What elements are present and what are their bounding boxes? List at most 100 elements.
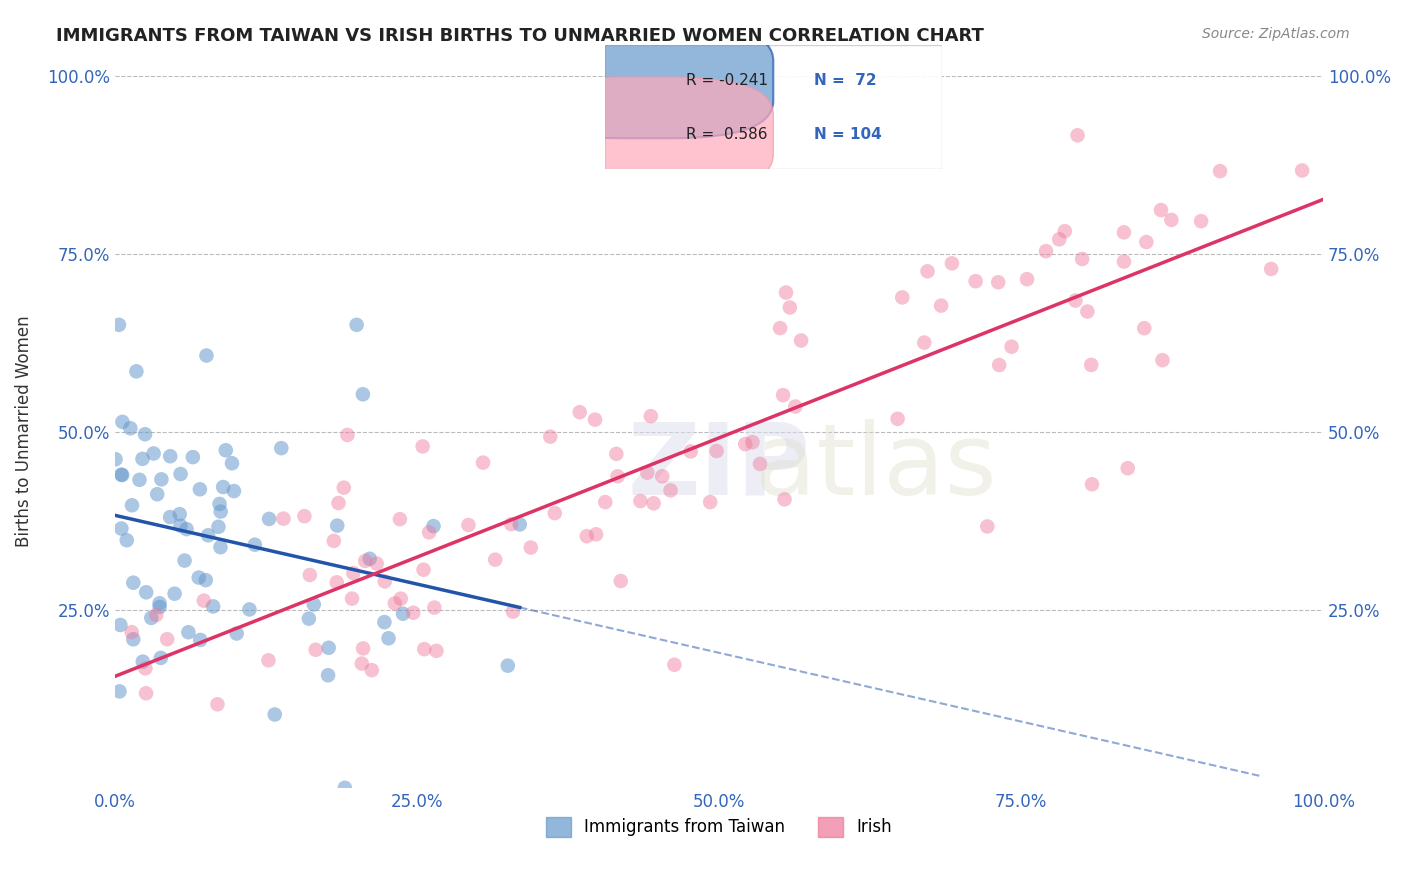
- Point: [209, 540, 232, 554]
- Point: [188, 483, 211, 497]
- Point: [1071, 252, 1094, 266]
- Point: [125, 364, 148, 378]
- FancyBboxPatch shape: [605, 45, 942, 169]
- Point: [699, 495, 721, 509]
- Point: [509, 517, 531, 532]
- Point: [575, 529, 598, 543]
- Point: [333, 780, 356, 795]
- Y-axis label: Births to Unmarried Women: Births to Unmarried Women: [15, 316, 32, 548]
- Point: [222, 484, 245, 499]
- Point: [1189, 214, 1212, 228]
- Point: [886, 412, 908, 426]
- Point: [305, 642, 328, 657]
- Point: [1135, 235, 1157, 249]
- Point: [187, 570, 209, 584]
- Text: IMMIGRANTS FROM TAIWAN VS IRISH BIRTHS TO UNMARRIED WOMEN CORRELATION CHART: IMMIGRANTS FROM TAIWAN VS IRISH BIRTHS T…: [56, 27, 984, 45]
- Point: [316, 668, 339, 682]
- Point: [156, 632, 179, 647]
- Point: [294, 509, 316, 524]
- Text: N = 104: N = 104: [814, 127, 882, 142]
- Point: [340, 591, 363, 606]
- Point: [273, 511, 295, 525]
- Point: [342, 566, 364, 581]
- Point: [418, 525, 440, 540]
- Point: [207, 698, 229, 712]
- Point: [328, 496, 350, 510]
- Point: [225, 626, 247, 640]
- Point: [628, 494, 651, 508]
- Point: [912, 335, 935, 350]
- Point: [352, 387, 374, 401]
- Point: [929, 299, 952, 313]
- Point: [965, 274, 987, 288]
- Point: [146, 487, 169, 501]
- Point: [173, 553, 195, 567]
- Point: [207, 520, 229, 534]
- Point: [1112, 225, 1135, 239]
- Point: [150, 472, 173, 486]
- Point: [145, 607, 167, 622]
- Point: [131, 451, 153, 466]
- Point: [664, 657, 686, 672]
- Point: [346, 318, 368, 332]
- Point: [318, 640, 340, 655]
- Point: [110, 522, 132, 536]
- Point: [988, 358, 1011, 372]
- Point: [472, 456, 495, 470]
- Point: [121, 498, 143, 512]
- Point: [374, 574, 396, 589]
- FancyBboxPatch shape: [520, 77, 773, 192]
- Point: [659, 483, 682, 498]
- Point: [141, 611, 163, 625]
- Point: [544, 506, 567, 520]
- Point: [1047, 232, 1070, 246]
- Point: [121, 625, 143, 640]
- Point: [128, 473, 150, 487]
- Point: [790, 334, 813, 348]
- Point: [389, 591, 412, 606]
- Point: [159, 449, 181, 463]
- Point: [679, 444, 702, 458]
- Point: [350, 657, 373, 671]
- Point: [538, 430, 561, 444]
- Point: [209, 504, 232, 518]
- Point: [1150, 202, 1173, 217]
- Point: [132, 655, 155, 669]
- Point: [741, 435, 763, 450]
- Point: [1080, 358, 1102, 372]
- Text: atlas: atlas: [755, 419, 997, 516]
- Point: [1291, 163, 1313, 178]
- Point: [1053, 224, 1076, 238]
- Point: [773, 492, 796, 507]
- Point: [149, 651, 172, 665]
- Point: [769, 321, 792, 335]
- Point: [1152, 353, 1174, 368]
- Point: [1035, 244, 1057, 259]
- Point: [609, 574, 631, 588]
- Legend: Immigrants from Taiwan, Irish: Immigrants from Taiwan, Irish: [538, 810, 898, 844]
- Point: [215, 443, 238, 458]
- Point: [122, 575, 145, 590]
- Point: [388, 512, 411, 526]
- Point: [354, 554, 377, 568]
- Point: [120, 421, 142, 435]
- Point: [238, 602, 260, 616]
- Point: [1081, 477, 1104, 491]
- Point: [298, 568, 321, 582]
- Point: [412, 563, 434, 577]
- Point: [322, 533, 344, 548]
- Point: [135, 585, 157, 599]
- Point: [298, 612, 321, 626]
- Point: [585, 527, 607, 541]
- Point: [221, 456, 243, 470]
- Point: [326, 518, 349, 533]
- Point: [1133, 321, 1156, 335]
- Point: [115, 533, 138, 548]
- Point: [772, 388, 794, 402]
- Point: [108, 318, 131, 332]
- Point: [496, 658, 519, 673]
- Point: [583, 412, 606, 426]
- Text: N =  72: N = 72: [814, 73, 876, 88]
- Point: [457, 518, 479, 533]
- Point: [359, 551, 381, 566]
